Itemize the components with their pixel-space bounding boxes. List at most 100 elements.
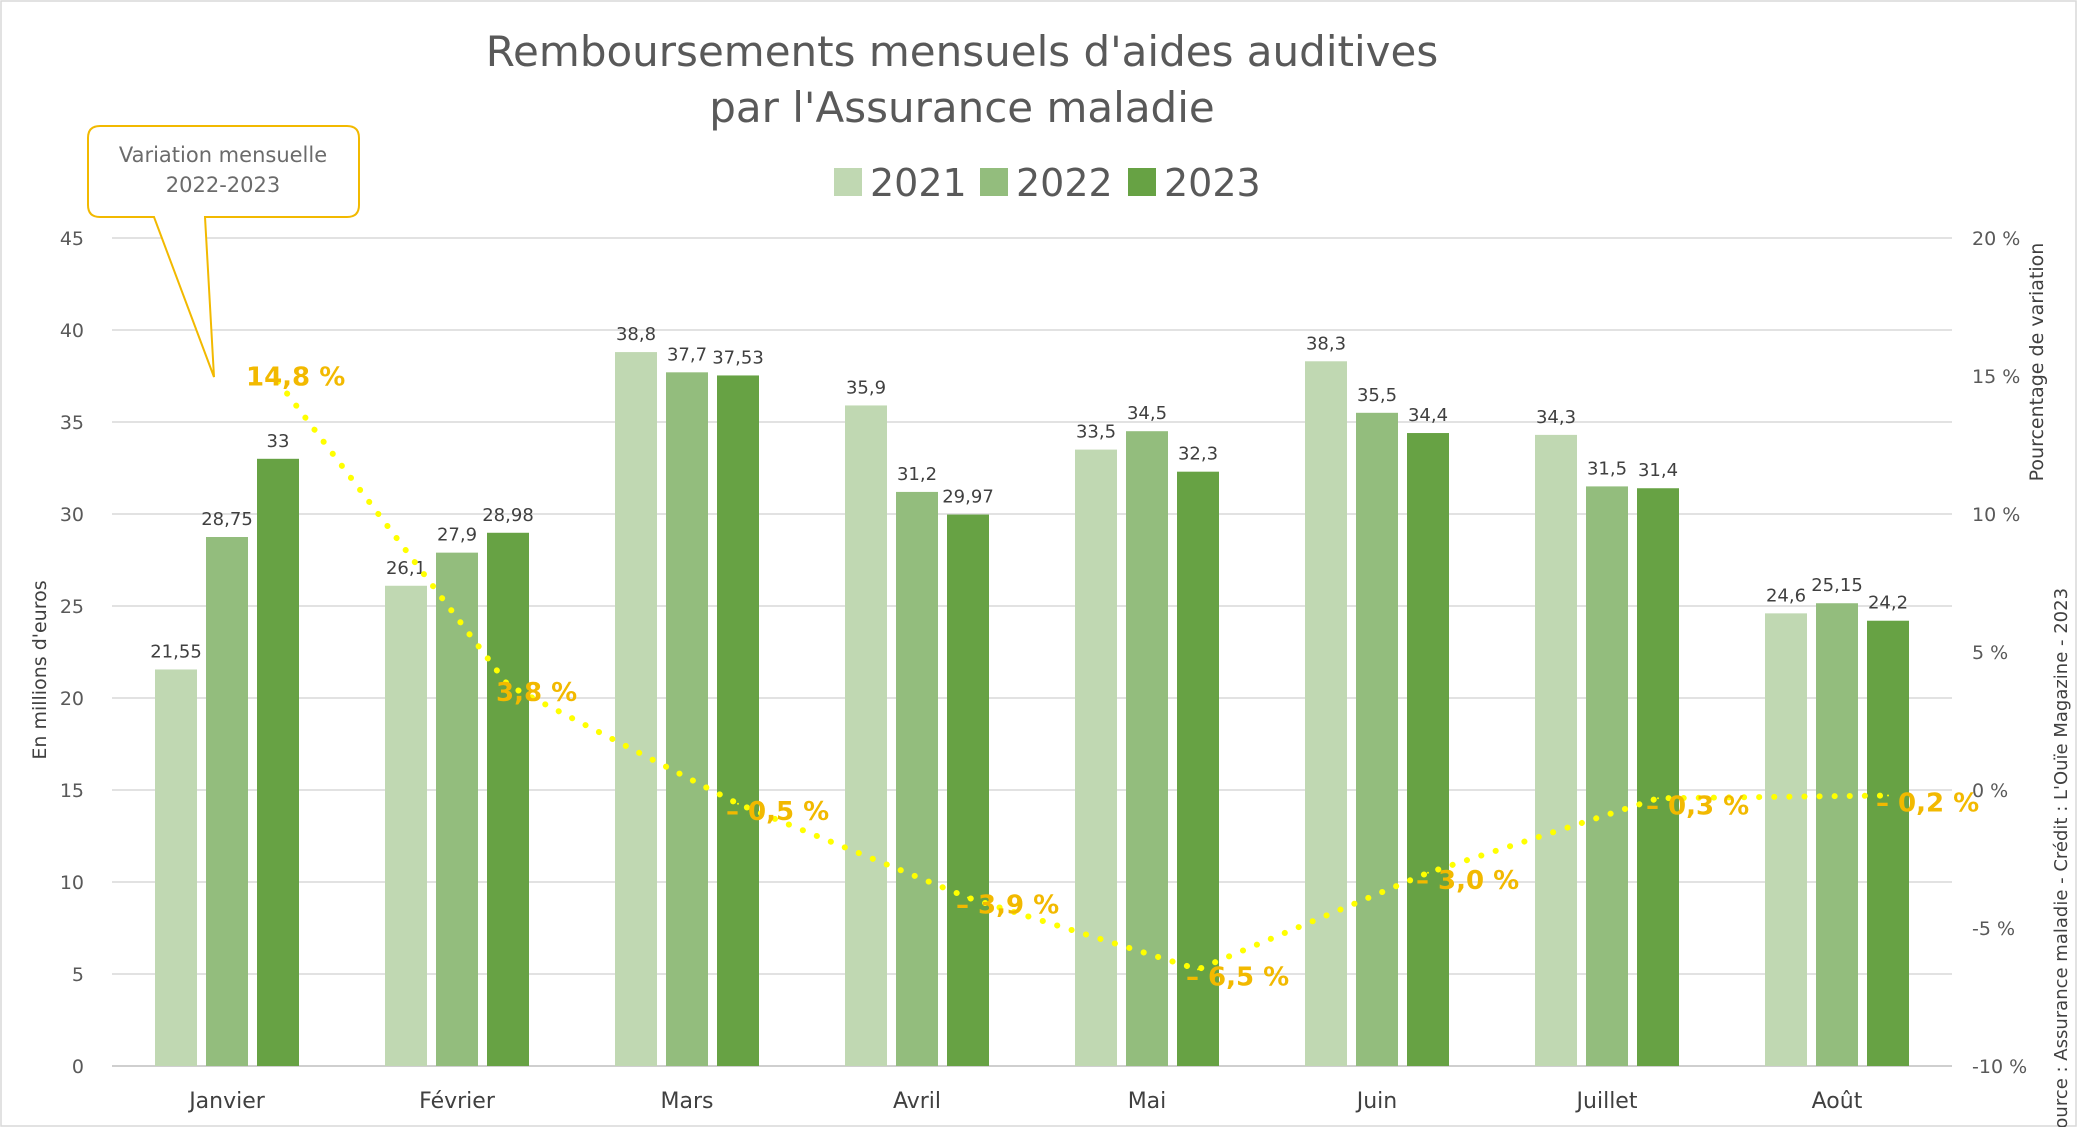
left-axis-title: En millions d'euros <box>29 580 51 759</box>
bar-value-label: 37,53 <box>712 347 764 368</box>
variation-point <box>1427 871 1429 874</box>
bar-value-label: 37,7 <box>667 344 707 365</box>
bar-value-label: 31,4 <box>1638 460 1678 481</box>
bar-2022-avril <box>896 491 938 1066</box>
category-label: Juin <box>1355 1089 1398 1114</box>
bar-value-label: 33,5 <box>1076 422 1116 443</box>
category-label: Août <box>1812 1089 1863 1114</box>
bar-2021-mai <box>1075 449 1117 1067</box>
bar-2022-juillet <box>1586 486 1628 1066</box>
left-tick-label: 5 <box>72 964 84 986</box>
category-label: Février <box>419 1089 496 1114</box>
bar-2021-mars <box>615 352 657 1067</box>
bar-2023-août <box>1867 620 1909 1066</box>
variation-series <box>275 378 1891 973</box>
bar-value-label: 29,97 <box>942 487 994 508</box>
right-tick-label: 5 % <box>1972 642 2008 664</box>
left-tick-label: 15 <box>60 780 84 802</box>
bar-value-label: 25,15 <box>1811 575 1863 596</box>
callout-text-line-2: 2022-2023 <box>166 173 280 197</box>
variation-label: – 3,0 % <box>1416 866 1519 896</box>
variation-label: – 0,2 % <box>1876 789 1979 819</box>
category-label: Mai <box>1128 1089 1167 1114</box>
variation-point <box>277 380 279 383</box>
bar-2022-août <box>1816 603 1858 1066</box>
bar-2021-janvier <box>155 669 197 1066</box>
variation-point <box>967 896 969 899</box>
bar-value-label: 34,3 <box>1536 407 1576 428</box>
variation-point <box>737 802 739 805</box>
bar-value-label: 34,5 <box>1127 403 1167 424</box>
right-tick-label: -10 % <box>1972 1056 2027 1078</box>
legend-swatch-2021 <box>834 168 862 196</box>
bar-value-label: 28,98 <box>482 505 534 526</box>
variation-label: – 0,5 % <box>726 797 829 827</box>
bar-2022-février <box>436 552 478 1066</box>
left-tick-label: 40 <box>60 320 84 342</box>
variation-line <box>275 378 1891 973</box>
bar-value-label: 35,5 <box>1357 385 1397 406</box>
bar-2023-avril <box>947 514 989 1066</box>
source-credit: Source : Assurance maladie - Crédit : L'… <box>2051 588 2072 1127</box>
chart-title-line-1: Remboursements mensuels d'aides auditive… <box>486 27 1438 76</box>
bar-2023-juin <box>1407 433 1449 1066</box>
bar-2022-mai <box>1126 431 1168 1066</box>
variation-label: 3,8 % <box>496 678 577 708</box>
bar-value-label: 31,2 <box>897 464 937 485</box>
right-tick-label: 20 % <box>1972 228 2020 250</box>
chart-title-line-2: par l'Assurance maladie <box>709 83 1214 132</box>
bar-2021-février <box>385 585 427 1066</box>
category-label: Mars <box>661 1089 714 1114</box>
bar-2023-mars <box>717 375 759 1066</box>
left-tick-label: 0 <box>72 1056 84 1078</box>
right-tick-label: 15 % <box>1972 366 2020 388</box>
bar-2023-mai <box>1177 471 1219 1066</box>
bar-value-label: 38,3 <box>1306 333 1346 354</box>
legend-swatch-2023 <box>1128 168 1156 196</box>
bar-2023-janvier <box>257 458 299 1066</box>
bar-value-label: 35,9 <box>846 377 886 398</box>
category-label: Juillet <box>1575 1089 1638 1114</box>
right-axis-ticks: -10 % -5 % 0 % 5 % 10 % 15 % 20 % <box>1972 228 2027 1078</box>
variation-point <box>507 684 509 687</box>
left-tick-label: 25 <box>60 596 84 618</box>
bar-2022-janvier <box>206 537 248 1066</box>
left-tick-label: 10 <box>60 872 84 894</box>
right-tick-label: 0 % <box>1972 780 2008 802</box>
left-tick-label: 45 <box>60 228 84 250</box>
bar-value-label: 32,3 <box>1178 444 1218 465</box>
bar-value-label: 24,6 <box>1766 585 1806 606</box>
right-tick-label: -5 % <box>1972 918 2015 940</box>
callout-text-line-1: Variation mensuelle <box>119 143 327 167</box>
left-axis-ticks: 0 5 10 15 20 25 30 35 40 45 <box>60 228 84 1078</box>
variation-label: 14,8 % <box>246 363 345 393</box>
variation-point <box>1197 968 1199 971</box>
callout-bubble <box>87 125 360 378</box>
bar-value-label: 21,55 <box>150 641 202 662</box>
right-tick-label: 10 % <box>1972 504 2020 526</box>
bar-series <box>155 352 1909 1067</box>
bar-2023-février <box>487 532 529 1066</box>
bar-value-label: 26,1 <box>386 558 426 579</box>
bar-2021-juillet <box>1535 434 1577 1066</box>
variation-point <box>1887 794 1889 797</box>
bar-2022-mars <box>666 372 708 1066</box>
legend-swatch-2022 <box>980 168 1008 196</box>
bar-data-labels: 21,55 26,1 38,8 35,9 33,5 38,3 34,3 24,6 28,75 27… <box>150 324 1908 662</box>
legend-label-2023: 2023 <box>1164 161 1261 205</box>
variation-label: – 0,3 % <box>1646 791 1749 821</box>
variation-point <box>1657 797 1659 800</box>
variation-label: – 3,9 % <box>956 891 1059 921</box>
bar-value-label: 31,5 <box>1587 458 1627 479</box>
bar-2021-avril <box>845 405 887 1066</box>
bar-value-label: 24,2 <box>1868 593 1908 614</box>
legend: 2021 2022 2023 <box>834 161 1261 205</box>
left-tick-label: 20 <box>60 688 84 710</box>
category-labels: Janvier Février Mars Avril Mai Juin Juillet Aoû… <box>187 1089 1863 1114</box>
variation-labels: 14,8 % 3,8 % – 0,5 % – 3,9 % – 6,5 % – 3,0 % –… <box>246 363 1979 993</box>
legend-label-2022: 2022 <box>1016 161 1113 205</box>
category-label: Janvier <box>187 1089 266 1114</box>
variation-callout: Variation mensuelle 2022-2023 <box>87 125 360 378</box>
bar-2021-août <box>1765 613 1807 1066</box>
right-axis-title: Pourcentage de variation <box>2026 243 2048 482</box>
